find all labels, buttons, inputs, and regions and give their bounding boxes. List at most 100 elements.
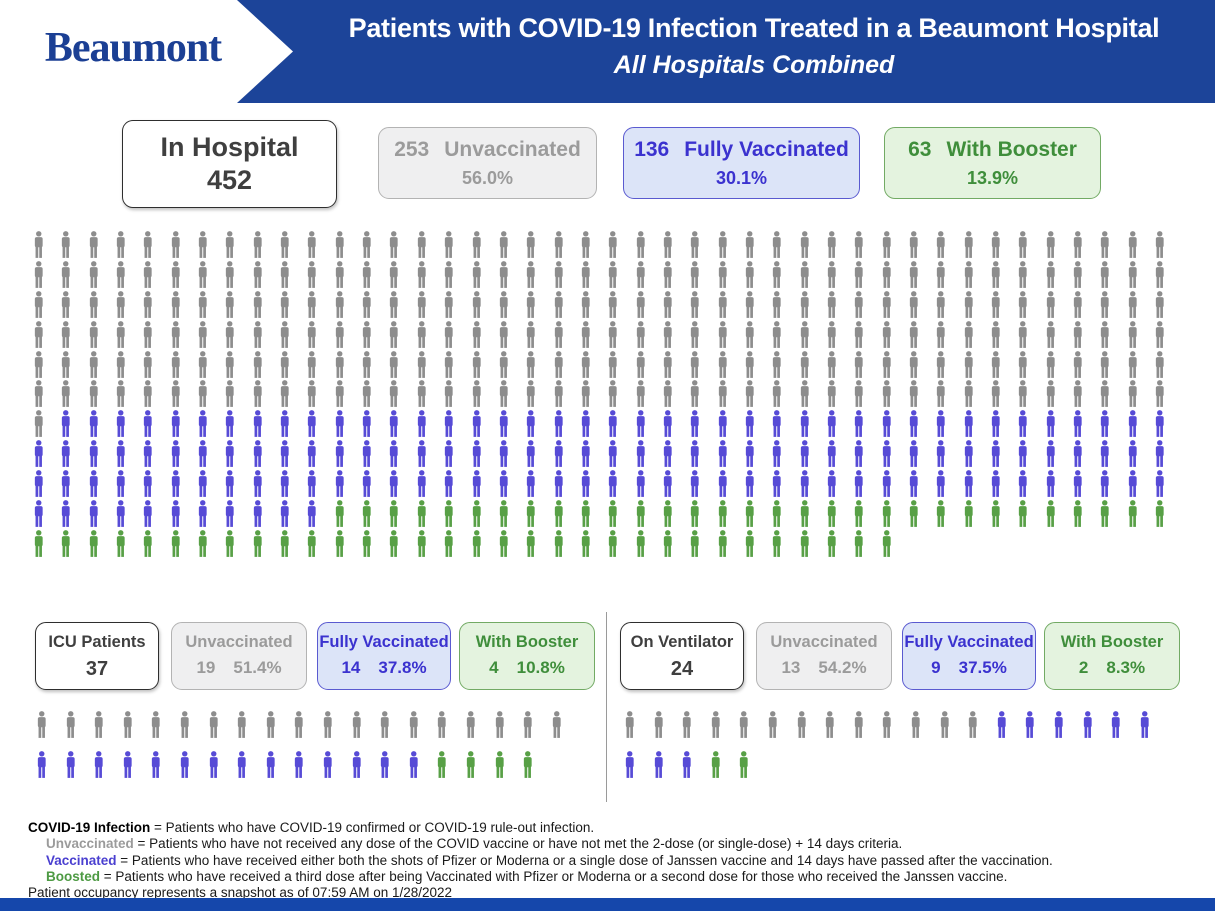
footnote-vaccinated-lead: Vaccinated (46, 852, 117, 868)
person-icon (33, 470, 60, 498)
person-icon (197, 290, 224, 318)
person-icon (197, 500, 224, 527)
person-icon (744, 260, 771, 288)
person-icon (279, 320, 306, 348)
person-icon (744, 380, 771, 408)
person-icon (689, 260, 716, 288)
icu-with-booster-count: 4 (489, 658, 499, 677)
person-icon (115, 290, 142, 318)
person-icon (306, 231, 333, 258)
person-icon (1045, 500, 1072, 527)
person-icon (1017, 410, 1044, 438)
person-icon (265, 711, 294, 738)
person-icon (963, 260, 990, 288)
person-icon (60, 470, 87, 498)
icu-fully-vaccinated-count: 14 (341, 658, 361, 677)
person-icon (443, 440, 470, 468)
person-icon (197, 530, 224, 557)
person-icon (1127, 260, 1154, 288)
person-icon (553, 440, 580, 468)
person-icon (36, 751, 65, 778)
person-icon (379, 711, 408, 738)
person-icon (607, 231, 634, 258)
person-icon (553, 350, 580, 378)
person-icon (1099, 440, 1126, 468)
person-icon (1017, 350, 1044, 378)
person-icon (33, 260, 60, 288)
person-icon (607, 380, 634, 408)
footnote-covid-definition: COVID-19 Infection = Patients who have C… (28, 820, 1198, 836)
person-icon (88, 410, 115, 438)
person-icon (635, 290, 662, 318)
ventilator-fully-vaccinated-values: 9 37.5% (903, 658, 1035, 678)
fully-vaccinated-summary-box: 136 Fully Vaccinated 30.1% (623, 127, 860, 199)
icu-unvaccinated-label: Unvaccinated (185, 633, 293, 651)
person-icon (689, 380, 716, 408)
header-arrow-shape (0, 0, 293, 103)
person-icon (990, 231, 1017, 258)
person-icon (717, 290, 744, 318)
person-icon (744, 440, 771, 468)
person-icon (744, 500, 771, 527)
footnote-vaccinated-rest: = Patients who have received either both… (116, 852, 1053, 868)
page-subtitle: All Hospitals Combined (613, 51, 895, 79)
person-icon (252, 440, 279, 468)
person-icon (1045, 350, 1072, 378)
person-icon (252, 410, 279, 438)
person-icon (471, 320, 498, 348)
beaumont-logo: Beaumont (44, 25, 222, 71)
person-icon (662, 350, 689, 378)
person-icon (689, 440, 716, 468)
person-icon (416, 530, 443, 557)
person-icon (963, 290, 990, 318)
person-icon (322, 711, 351, 738)
person-icon (881, 320, 908, 348)
person-icon (88, 500, 115, 527)
person-icon (1127, 410, 1154, 438)
person-icon (525, 380, 552, 408)
person-icon (771, 440, 798, 468)
person-icon (388, 500, 415, 527)
person-icon (990, 380, 1017, 408)
person-icon (65, 751, 94, 778)
person-icon (1024, 711, 1053, 738)
person-icon (150, 711, 179, 738)
ventilator-unvaccinated-percent: 54.2% (818, 658, 867, 677)
person-icon (1045, 380, 1072, 408)
person-icon (607, 440, 634, 468)
person-icon (826, 290, 853, 318)
person-icon (361, 410, 388, 438)
person-icon (935, 350, 962, 378)
person-icon (1072, 290, 1099, 318)
person-icon (279, 500, 306, 527)
person-icon (1072, 500, 1099, 527)
person-icon (963, 440, 990, 468)
person-icon (1154, 380, 1181, 408)
person-icon (935, 260, 962, 288)
person-icon (635, 320, 662, 348)
person-icon (553, 290, 580, 318)
person-icon (963, 470, 990, 498)
person-icon (1017, 380, 1044, 408)
person-icon (465, 711, 494, 738)
person-icon (826, 380, 853, 408)
person-icon (115, 260, 142, 288)
person-icon (224, 350, 251, 378)
with-booster-summary-box: 63 With Booster 13.9% (884, 127, 1101, 199)
person-icon (624, 751, 653, 778)
person-icon (279, 440, 306, 468)
person-icon (388, 410, 415, 438)
person-icon (717, 470, 744, 498)
person-icon (88, 231, 115, 258)
person-icon (799, 470, 826, 498)
fully-vaccinated-percent: 30.1% (715, 168, 768, 188)
person-icon (498, 380, 525, 408)
pictogram-row (36, 711, 582, 738)
person-icon (1154, 500, 1181, 527)
person-icon (681, 751, 710, 778)
person-icon (306, 380, 333, 408)
person-icon (170, 410, 197, 438)
person-icon (525, 290, 552, 318)
person-icon (170, 470, 197, 498)
icu-unvaccinated-values: 19 51.4% (172, 658, 306, 678)
